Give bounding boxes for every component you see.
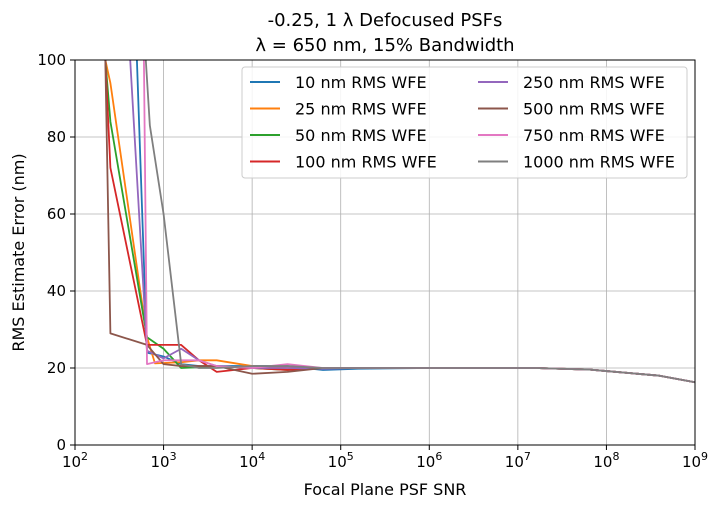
x-tick-base: 10: [151, 453, 170, 471]
legend: 10 nm RMS WFE 25 nm RMS WFE 50 nm RMS WFE 1…: [241, 66, 688, 179]
series-lines: [104, 60, 695, 384]
y-tick-label: 0: [56, 436, 66, 454]
x-tick-label: 109: [682, 450, 708, 471]
y-tick-label: 20: [47, 359, 66, 377]
y-tick-label: 80: [47, 128, 66, 146]
x-tick-label: 106: [416, 450, 442, 471]
x-tick-exponent: 9: [701, 450, 708, 463]
x-tick-exponent: 2: [81, 450, 88, 463]
x-tick-base: 10: [505, 453, 524, 471]
x-axis-label: Focal Plane PSF SNR: [304, 480, 467, 499]
x-tick-base: 10: [593, 453, 612, 471]
x-tick-exponent: 8: [612, 450, 619, 463]
y-tick-label: 60: [47, 205, 66, 223]
x-tick-exponent: 5: [347, 450, 354, 463]
x-tick-label: 107: [505, 450, 531, 471]
legend-box: [241, 66, 688, 179]
legend-label: 250 nm RMS WFE: [523, 73, 665, 92]
x-tick-label: 102: [62, 450, 88, 471]
x-tick-base: 10: [416, 453, 435, 471]
legend-label: 750 nm RMS WFE: [523, 126, 665, 145]
chart-subtitle: λ = 650 nm, 15% Bandwidth: [255, 35, 514, 56]
x-tick-label: 108: [593, 450, 619, 471]
y-axis-label: RMS Estimate Error (nm): [9, 153, 28, 351]
x-tick-exponent: 3: [170, 450, 177, 463]
x-tick-exponent: 4: [258, 450, 265, 463]
legend-label: 500 nm RMS WFE: [523, 100, 665, 119]
x-tick-exponent: 6: [435, 450, 442, 463]
legend-label: 25 nm RMS WFE: [295, 100, 427, 119]
title-group: -0.25, 1 λ Defocused PSFs λ = 650 nm, 15…: [255, 10, 514, 56]
legend-label: 50 nm RMS WFE: [295, 126, 427, 145]
y-tick-label: 40: [47, 282, 66, 300]
legend-label: 100 nm RMS WFE: [295, 153, 437, 172]
x-tick-exponent: 7: [524, 450, 531, 463]
chart-title: -0.25, 1 λ Defocused PSFs: [268, 10, 503, 31]
x-tick-base: 10: [239, 453, 258, 471]
x-tick-base: 10: [328, 453, 347, 471]
legend-label: 1000 nm RMS WFE: [523, 153, 675, 172]
legend-label: 10 nm RMS WFE: [295, 73, 427, 92]
x-tick-base: 10: [62, 453, 81, 471]
y-tick-label: 100: [37, 51, 66, 69]
series-line-8: [144, 60, 695, 384]
x-tick-label: 103: [151, 450, 177, 471]
x-tick-label: 105: [328, 450, 354, 471]
plot-frame: [74, 59, 696, 446]
x-tick-label: 104: [239, 450, 265, 471]
x-tick-base: 10: [682, 453, 701, 471]
